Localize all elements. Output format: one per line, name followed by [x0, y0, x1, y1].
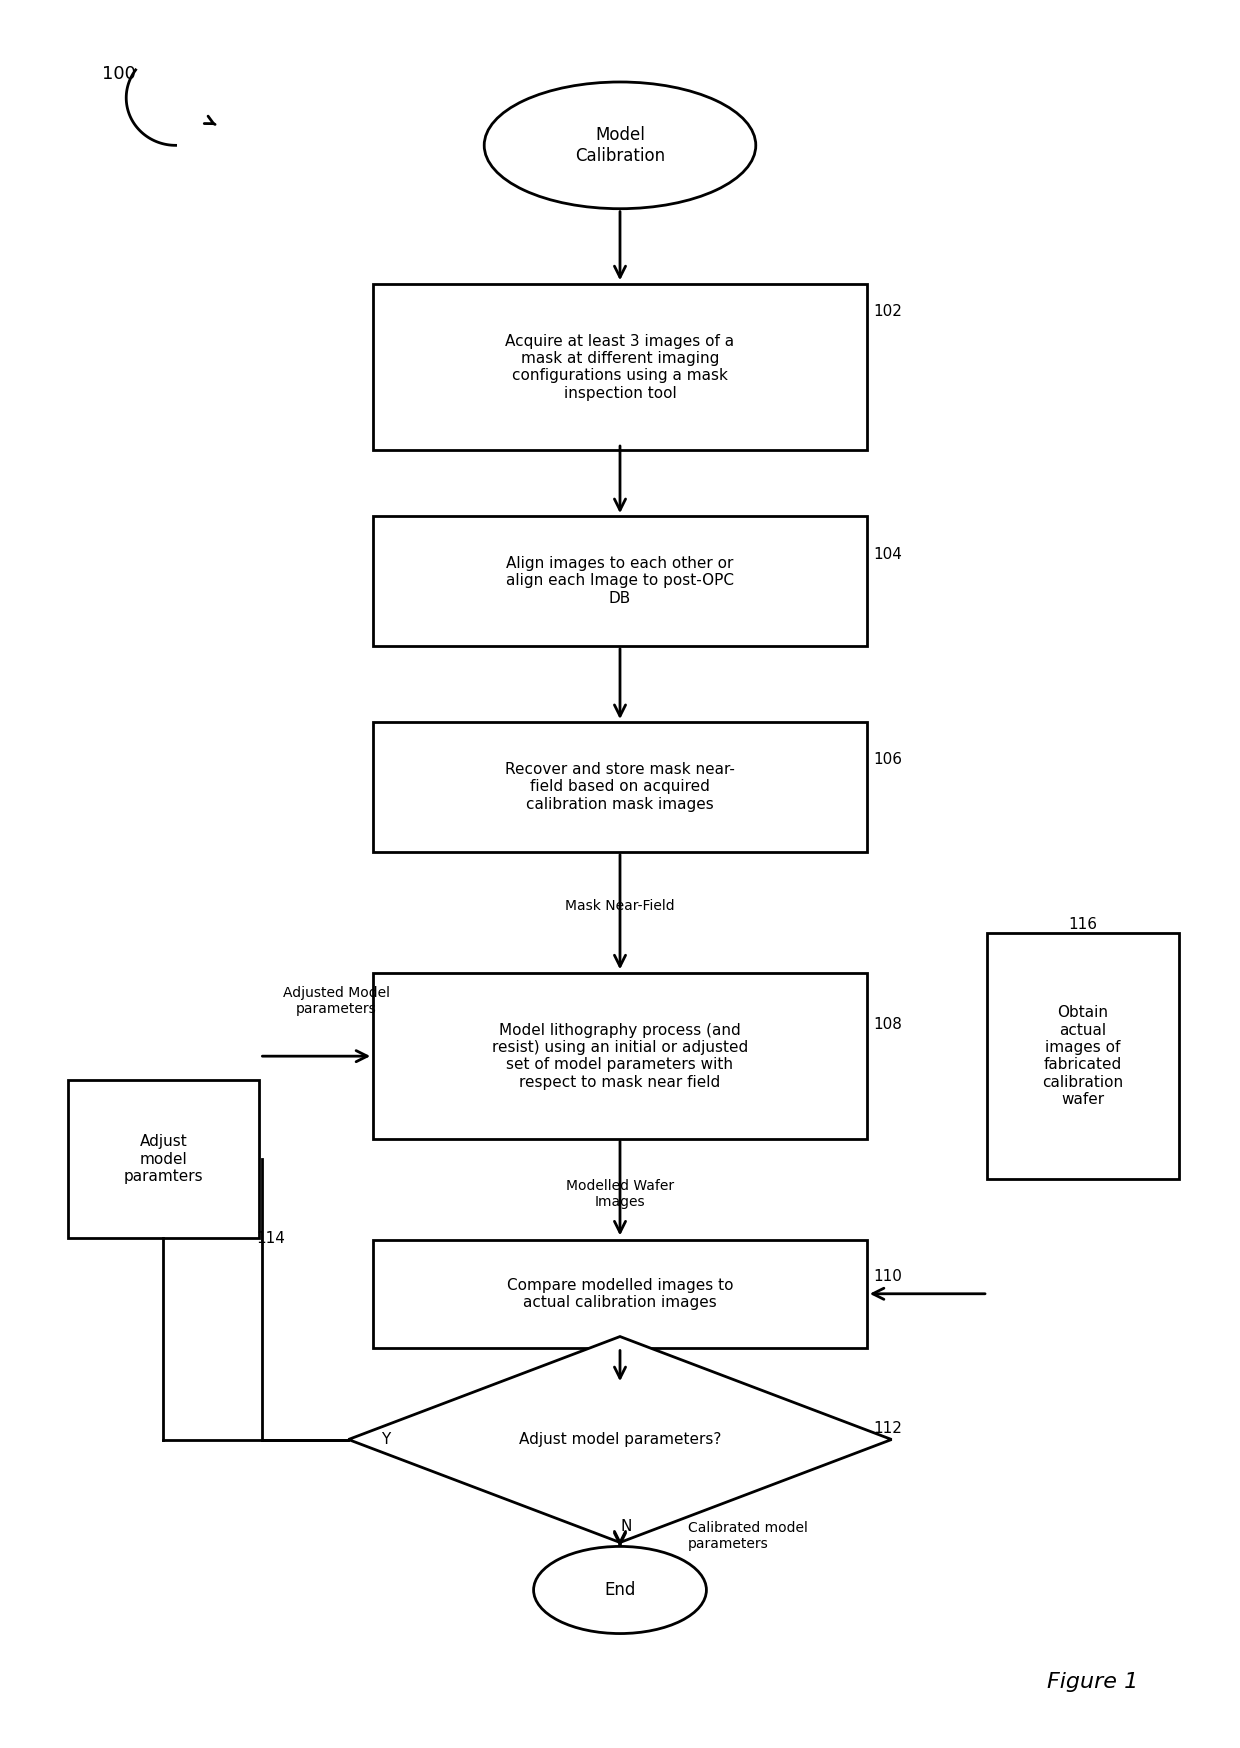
Text: Mask Near-Field: Mask Near-Field — [565, 898, 675, 912]
Polygon shape — [348, 1337, 892, 1542]
FancyBboxPatch shape — [373, 722, 867, 851]
Text: N: N — [620, 1519, 632, 1535]
Text: Model
Calibration: Model Calibration — [575, 126, 665, 164]
Text: Adjust
model
paramters: Adjust model paramters — [124, 1134, 203, 1183]
Text: 106: 106 — [873, 752, 901, 767]
Text: End: End — [604, 1580, 636, 1599]
FancyBboxPatch shape — [987, 933, 1178, 1178]
Text: 112: 112 — [873, 1421, 901, 1435]
Ellipse shape — [533, 1547, 707, 1634]
Text: 110: 110 — [873, 1269, 901, 1283]
FancyBboxPatch shape — [68, 1080, 259, 1238]
Ellipse shape — [484, 82, 756, 208]
Text: 102: 102 — [873, 304, 901, 320]
Text: Calibrated model
parameters: Calibrated model parameters — [688, 1521, 807, 1550]
Text: Modelled Wafer
Images: Modelled Wafer Images — [565, 1178, 675, 1210]
Text: Compare modelled images to
actual calibration images: Compare modelled images to actual calibr… — [507, 1278, 733, 1309]
FancyBboxPatch shape — [373, 516, 867, 647]
Text: Recover and store mask near-
field based on acquired
calibration mask images: Recover and store mask near- field based… — [505, 762, 735, 811]
Text: Y: Y — [381, 1432, 391, 1447]
Text: Align images to each other or
align each Image to post-OPC
DB: Align images to each other or align each… — [506, 556, 734, 607]
Text: 114: 114 — [255, 1231, 285, 1246]
Text: 100: 100 — [102, 65, 135, 84]
Text: Adjusted Model
parameters: Adjusted Model parameters — [283, 986, 389, 1016]
FancyBboxPatch shape — [373, 283, 867, 451]
FancyBboxPatch shape — [373, 974, 867, 1140]
Text: Model lithography process (and
resist) using an initial or adjusted
set of model: Model lithography process (and resist) u… — [492, 1023, 748, 1089]
FancyBboxPatch shape — [373, 1239, 867, 1348]
Text: Adjust model parameters?: Adjust model parameters? — [518, 1432, 722, 1447]
Text: 108: 108 — [873, 1017, 901, 1031]
Text: 104: 104 — [873, 547, 901, 561]
Text: Acquire at least 3 images of a
mask at different imaging
configurations using a : Acquire at least 3 images of a mask at d… — [506, 334, 734, 400]
Text: Figure 1: Figure 1 — [1048, 1671, 1138, 1692]
Text: Obtain
actual
images of
fabricated
calibration
wafer: Obtain actual images of fabricated calib… — [1043, 1005, 1123, 1106]
Text: 116: 116 — [1069, 918, 1097, 932]
